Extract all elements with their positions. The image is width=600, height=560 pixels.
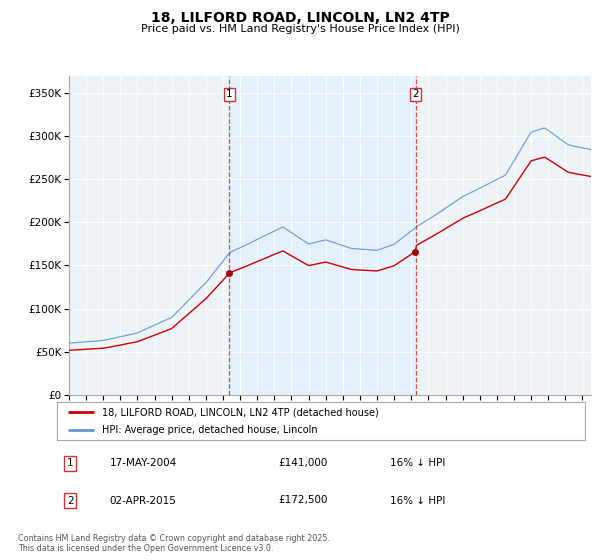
Text: 18, LILFORD ROAD, LINCOLN, LN2 4TP: 18, LILFORD ROAD, LINCOLN, LN2 4TP: [151, 11, 449, 25]
Text: 18, LILFORD ROAD, LINCOLN, LN2 4TP (detached house): 18, LILFORD ROAD, LINCOLN, LN2 4TP (deta…: [102, 407, 379, 417]
Text: HPI: Average price, detached house, Lincoln: HPI: Average price, detached house, Linc…: [102, 425, 317, 435]
Text: 17-MAY-2004: 17-MAY-2004: [110, 459, 177, 468]
Text: Contains HM Land Registry data © Crown copyright and database right 2025.
This d: Contains HM Land Registry data © Crown c…: [18, 534, 330, 553]
Text: 16% ↓ HPI: 16% ↓ HPI: [389, 496, 445, 506]
Text: 1: 1: [67, 459, 74, 468]
Text: 1: 1: [226, 90, 233, 100]
Text: 16% ↓ HPI: 16% ↓ HPI: [389, 459, 445, 468]
Text: £141,000: £141,000: [279, 459, 328, 468]
Text: 02-APR-2015: 02-APR-2015: [110, 496, 176, 506]
Text: 2: 2: [412, 90, 419, 100]
Text: £172,500: £172,500: [279, 496, 328, 506]
Text: 2: 2: [67, 496, 74, 506]
Bar: [229, 76, 416, 395]
Text: Price paid vs. HM Land Registry's House Price Index (HPI): Price paid vs. HM Land Registry's House …: [140, 24, 460, 34]
